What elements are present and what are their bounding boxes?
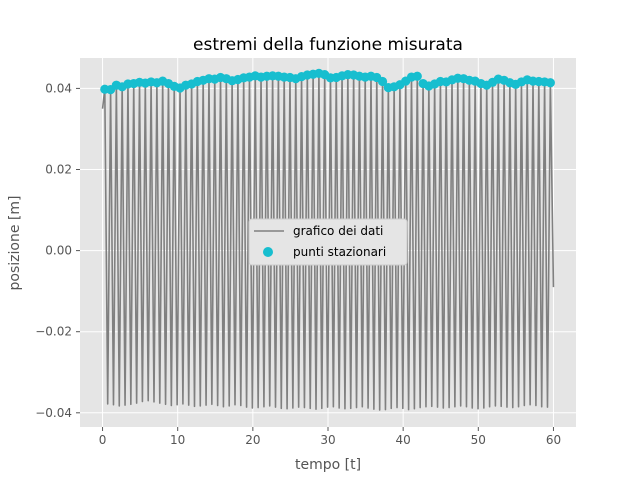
x-tick-label: 20: [245, 433, 260, 447]
line-grafico-dei-dati: [101, 72, 555, 411]
legend: grafico dei dati punti stazionari: [248, 218, 408, 266]
x-tick-label: 0: [99, 433, 107, 447]
y-tick-label: −0.02: [35, 325, 72, 339]
x-ticks: 0 10 20 30 40 50 60: [99, 427, 561, 447]
x-tick-label: 40: [396, 433, 411, 447]
x-tick-label: 50: [471, 433, 486, 447]
y-axis-label: posizione [m]: [7, 196, 23, 291]
series-points: [100, 68, 555, 95]
stationary-point: [377, 76, 388, 87]
legend-box: [248, 218, 408, 266]
x-tick-label: 60: [546, 433, 561, 447]
legend-label-points: punti stazionari: [293, 245, 386, 259]
legend-marker-swatch: [263, 247, 273, 257]
stationary-point: [545, 78, 555, 88]
x-axis-label: tempo [t]: [295, 457, 361, 473]
stationary-point: [412, 71, 422, 81]
legend-label-line: grafico dei dati: [293, 224, 383, 238]
x-tick-label: 10: [170, 433, 185, 447]
y-tick-label: 0.02: [45, 163, 72, 177]
series-line: [101, 72, 555, 411]
chart-title: estremi della funzione misurata: [193, 35, 463, 55]
y-tick-label: 0.00: [45, 244, 72, 258]
y-tick-label: −0.04: [35, 406, 72, 420]
x-tick-label: 30: [320, 433, 335, 447]
y-tick-label: 0.04: [45, 81, 72, 95]
y-ticks: −0.04 −0.02 0.00 0.02 0.04: [35, 81, 80, 420]
